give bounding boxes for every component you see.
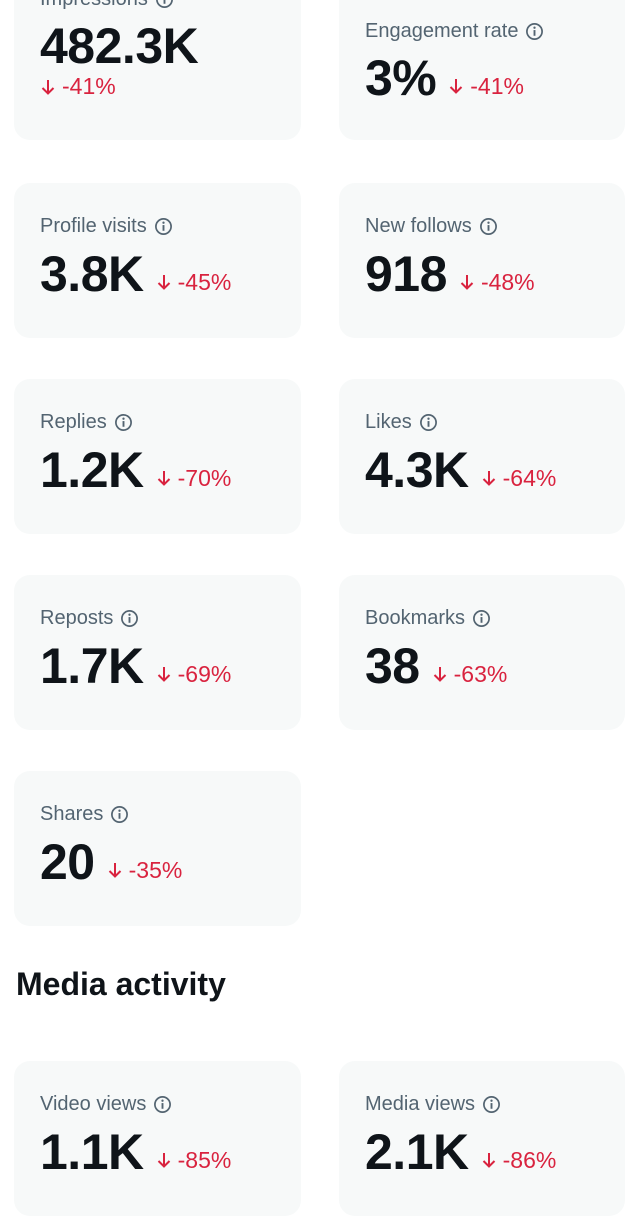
metric-value: 1.7K — [40, 638, 144, 694]
arrow-down-icon — [157, 1153, 170, 1168]
metric-change: -69% — [156, 660, 232, 688]
metric-card-shares: Shares 20 -35% — [14, 771, 301, 926]
metric-value: 3% — [365, 50, 437, 106]
metric-label-text: Bookmarks — [365, 607, 466, 629]
metric-change: -41% — [40, 73, 116, 100]
metric-value: 1.2K — [40, 442, 144, 498]
metric-change-text: -45% — [177, 268, 232, 295]
metric-card-bookmarks: Bookmarks 38 -63% — [339, 575, 625, 730]
metric-label-text: Reposts — [40, 607, 114, 629]
metric-change: -48% — [459, 269, 535, 296]
metric-change: -35% — [107, 856, 183, 884]
info-circle-icon[interactable] — [472, 609, 491, 628]
metric-label-text: Impressions — [40, 0, 148, 11]
info-circle-icon[interactable] — [525, 22, 544, 41]
metric-value: 38 — [365, 638, 420, 694]
arrow-down-icon — [41, 79, 55, 95]
metric-change: -63% — [432, 660, 508, 688]
info-circle-icon[interactable] — [419, 413, 438, 432]
arrow-down-icon — [157, 471, 170, 486]
arrow-down-icon — [157, 275, 170, 290]
metric-label-text: New follows — [365, 215, 472, 237]
info-circle-icon[interactable] — [482, 1095, 501, 1114]
metric-label-text: Likes — [365, 411, 412, 433]
metric-value: 918 — [365, 246, 447, 302]
metric-value: 1.1K — [40, 1124, 144, 1180]
metric-label: Video views — [40, 1092, 172, 1116]
metric-label: Likes — [365, 410, 438, 434]
metric-label-text: Media views — [365, 1093, 476, 1115]
metric-label-text: Profile visits — [40, 215, 147, 237]
metric-label: Shares — [40, 802, 129, 826]
metric-card-engagement-rate: Engagement rate 3% -41% — [339, 0, 625, 140]
arrow-down-icon — [157, 667, 170, 682]
metric-card-new-follows: New follows 918 -48% — [339, 183, 625, 338]
metric-change: -45% — [156, 268, 232, 296]
metric-label: Replies — [40, 410, 133, 434]
metric-label: Media views — [365, 1092, 501, 1116]
info-circle-icon[interactable] — [110, 805, 129, 824]
metric-card-impressions: Impressions 482.3K -41% — [14, 0, 301, 140]
info-circle-icon[interactable] — [153, 1095, 172, 1114]
metric-change-text: -41% — [62, 73, 116, 99]
arrow-down-icon — [460, 275, 474, 290]
info-circle-icon[interactable] — [154, 217, 173, 236]
metric-value: 482.3K — [40, 18, 199, 74]
metric-label-text: Replies — [40, 411, 107, 433]
metric-change: -86% — [481, 1146, 557, 1174]
metric-value: 3.8K — [40, 246, 144, 302]
metric-label: New follows — [365, 214, 498, 238]
info-circle-icon[interactable] — [114, 413, 133, 432]
metric-change-text: -63% — [453, 660, 508, 687]
arrow-down-icon — [450, 79, 463, 94]
metric-label-text: Video views — [40, 1093, 147, 1115]
info-circle-icon[interactable] — [479, 217, 498, 236]
metric-label-text: Shares — [40, 803, 104, 825]
info-circle-icon[interactable] — [120, 609, 139, 628]
metric-change: -85% — [156, 1146, 232, 1174]
metric-card-reposts: Reposts 1.7K -69% — [14, 575, 301, 730]
metric-change-text: -85% — [177, 1146, 232, 1173]
arrow-down-icon — [482, 471, 495, 486]
metric-label: Bookmarks — [365, 606, 491, 630]
metric-change-text: -35% — [128, 856, 183, 883]
metric-change-text: -69% — [177, 660, 232, 687]
metric-label-text: Engagement rate — [365, 20, 519, 42]
arrow-down-icon — [108, 863, 121, 878]
metric-change-text: -41% — [470, 72, 524, 99]
metric-change-text: -64% — [502, 464, 557, 491]
metric-card-likes: Likes 4.3K -64% — [339, 379, 625, 534]
metric-label: Profile visits — [40, 214, 173, 238]
metric-card-replies: Replies 1.2K -70% — [14, 379, 301, 534]
metric-change: -70% — [156, 464, 232, 492]
metric-change-text: -48% — [480, 268, 535, 295]
metric-label: Impressions — [40, 0, 174, 11]
metric-change: -41% — [448, 73, 524, 100]
metric-card-profile-visits: Profile visits 3.8K -45% — [14, 183, 301, 338]
arrow-down-icon — [482, 1153, 495, 1168]
metric-label: Engagement rate — [365, 19, 544, 43]
section-title-media-activity: Media activity — [16, 966, 226, 1002]
metric-change-text: -86% — [502, 1146, 557, 1173]
info-circle-icon[interactable] — [155, 0, 174, 9]
metric-value: 20 — [40, 834, 95, 890]
metric-label: Reposts — [40, 606, 139, 630]
metric-change-text: -70% — [177, 464, 232, 491]
metric-card-video-views: Video views 1.1K -85% — [14, 1061, 301, 1216]
arrow-down-icon — [433, 667, 446, 682]
metric-value: 2.1K — [365, 1124, 469, 1180]
metric-card-media-views: Media views 2.1K -86% — [339, 1061, 625, 1216]
metric-change: -64% — [481, 464, 557, 492]
metric-value: 4.3K — [365, 442, 469, 498]
